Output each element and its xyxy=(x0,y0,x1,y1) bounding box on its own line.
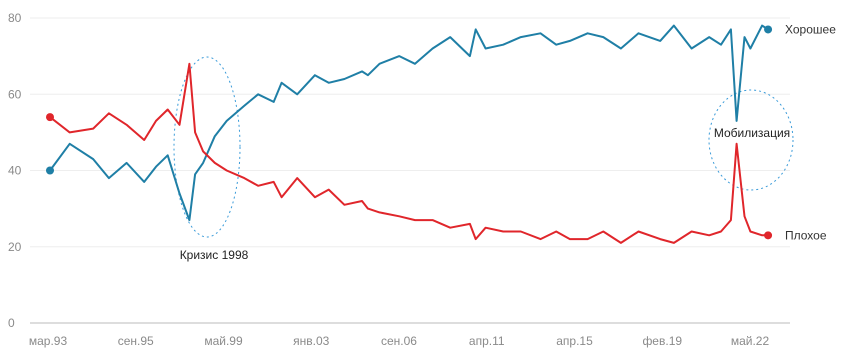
series-start-marker-1 xyxy=(46,113,54,122)
y-axis-ticks: 0 20 40 60 80 xyxy=(8,11,22,330)
y-tick-0: 0 xyxy=(8,316,15,330)
x-tick-5: апр.11 xyxy=(469,334,505,348)
x-tick-8: май.22 xyxy=(731,334,770,348)
series-end-marker-0 xyxy=(764,25,773,34)
y-tick-20: 20 xyxy=(8,240,22,254)
x-tick-7: фев.19 xyxy=(642,334,682,348)
y-tick-80: 80 xyxy=(8,11,22,25)
series-labels: Хорошее Плохое xyxy=(785,22,836,242)
series-label-1: Плохое xyxy=(785,228,827,242)
x-tick-0: мар.93 xyxy=(29,334,68,348)
x-tick-6: апр.15 xyxy=(556,334,593,348)
series-line-0 xyxy=(49,24,769,222)
x-axis-ticks: мар.93 сен.95 май.99 янв.03 сен.06 апр.11 апр.… xyxy=(29,334,770,348)
series-end-marker-1 xyxy=(764,231,773,240)
annotation-labels: Кризис 1998 Мобилизация xyxy=(180,126,790,262)
x-tick-1: сен.95 xyxy=(118,334,154,348)
series-lines xyxy=(49,24,769,244)
annotation-crisis: Кризис 1998 xyxy=(180,248,249,262)
y-tick-60: 60 xyxy=(8,87,22,101)
y-tick-40: 40 xyxy=(8,164,22,178)
mobilization-ellipse xyxy=(708,89,794,191)
annotation-ellipses xyxy=(173,56,794,238)
x-tick-2: май.99 xyxy=(204,334,243,348)
series-endpoint-markers xyxy=(46,25,773,240)
annotation-mobilization: Мобилизация xyxy=(714,126,790,140)
series-label-0: Хорошее xyxy=(785,22,836,36)
x-tick-4: сен.06 xyxy=(381,334,417,348)
series-start-marker-0 xyxy=(46,166,54,175)
series-line-1 xyxy=(49,62,769,244)
grid-lines xyxy=(30,17,790,324)
x-tick-3: янв.03 xyxy=(293,334,330,348)
crisis-ellipse xyxy=(173,56,241,238)
